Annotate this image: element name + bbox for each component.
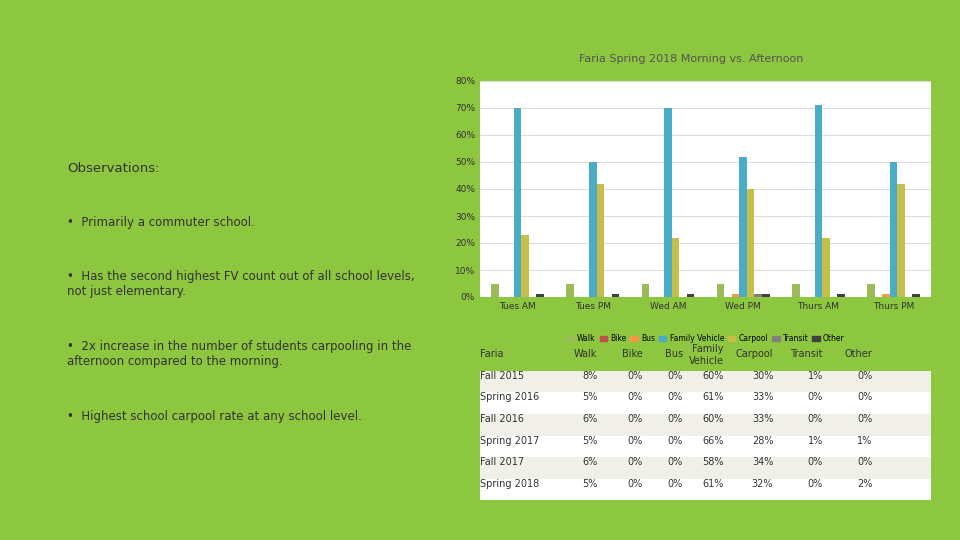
Text: Faria: Faria: [480, 349, 503, 359]
Text: 0%: 0%: [857, 457, 873, 467]
FancyBboxPatch shape: [475, 457, 936, 479]
Bar: [492, 284, 499, 297]
Bar: [739, 157, 747, 297]
Text: Fall 2016: Fall 2016: [480, 414, 524, 424]
Text: 0%: 0%: [668, 392, 683, 402]
Text: 34%: 34%: [752, 457, 774, 467]
Text: 32%: 32%: [752, 479, 774, 489]
Text: •  Has the second highest FV count out of all school levels,
not just elementary: • Has the second highest FV count out of…: [67, 270, 415, 298]
FancyBboxPatch shape: [475, 392, 936, 414]
Text: 0%: 0%: [668, 457, 683, 467]
Text: 33%: 33%: [752, 392, 774, 402]
Bar: [537, 294, 544, 297]
FancyBboxPatch shape: [475, 479, 936, 501]
Text: 0%: 0%: [627, 479, 642, 489]
Bar: [822, 238, 829, 297]
Bar: [732, 294, 739, 297]
Text: •  Primarily a commuter school.: • Primarily a commuter school.: [67, 216, 255, 229]
Bar: [747, 189, 755, 297]
Text: 6%: 6%: [582, 414, 597, 424]
Bar: [882, 294, 890, 297]
Text: 0%: 0%: [627, 414, 642, 424]
Bar: [837, 294, 845, 297]
Bar: [521, 235, 529, 297]
Text: 0%: 0%: [807, 479, 823, 489]
Text: Family: Family: [692, 344, 724, 354]
Text: •  Highest school carpool rate at any school level.: • Highest school carpool rate at any sch…: [67, 410, 362, 423]
Text: Fall 2017: Fall 2017: [480, 457, 524, 467]
Text: Fall 2015: Fall 2015: [480, 370, 524, 381]
Bar: [664, 108, 672, 297]
Text: 1%: 1%: [807, 436, 823, 446]
Bar: [717, 284, 725, 297]
Bar: [672, 238, 680, 297]
Text: 0%: 0%: [627, 436, 642, 446]
Bar: [762, 294, 770, 297]
Bar: [596, 184, 604, 297]
Text: 0%: 0%: [668, 414, 683, 424]
Text: Bike: Bike: [622, 349, 642, 359]
Bar: [641, 284, 649, 297]
Text: 1%: 1%: [807, 370, 823, 381]
Text: 0%: 0%: [857, 370, 873, 381]
Bar: [912, 294, 920, 297]
Text: 28%: 28%: [752, 436, 774, 446]
Text: 61%: 61%: [703, 392, 724, 402]
Text: Faria Elementary: Faria Elementary: [67, 49, 385, 83]
Text: 0%: 0%: [627, 370, 642, 381]
Text: 60%: 60%: [703, 414, 724, 424]
Bar: [792, 284, 800, 297]
Text: 61%: 61%: [703, 479, 724, 489]
Text: 2%: 2%: [857, 479, 873, 489]
Text: 0%: 0%: [668, 479, 683, 489]
Text: 66%: 66%: [703, 436, 724, 446]
Text: 58%: 58%: [702, 457, 724, 467]
Bar: [898, 184, 905, 297]
Text: 0%: 0%: [807, 457, 823, 467]
Text: 5%: 5%: [582, 479, 597, 489]
Bar: [755, 294, 762, 297]
Text: Observations:: Observations:: [67, 162, 159, 175]
Text: 6%: 6%: [582, 457, 597, 467]
Text: 0%: 0%: [668, 436, 683, 446]
Text: 33%: 33%: [752, 414, 774, 424]
Text: Bus: Bus: [665, 349, 683, 359]
Text: 0%: 0%: [807, 392, 823, 402]
Text: 0%: 0%: [857, 392, 873, 402]
Text: 0%: 0%: [668, 370, 683, 381]
Text: 0%: 0%: [627, 392, 642, 402]
FancyBboxPatch shape: [475, 436, 936, 457]
Bar: [566, 284, 574, 297]
Text: Carpool: Carpool: [735, 349, 774, 359]
Text: 5%: 5%: [582, 436, 597, 446]
Bar: [514, 108, 521, 297]
Text: Other: Other: [845, 349, 873, 359]
Text: 1%: 1%: [857, 436, 873, 446]
Text: Walk: Walk: [574, 349, 597, 359]
Text: Vehicle: Vehicle: [688, 356, 724, 366]
Bar: [686, 294, 694, 297]
Bar: [890, 162, 898, 297]
Text: Spring 2016: Spring 2016: [480, 392, 540, 402]
Text: 60%: 60%: [703, 370, 724, 381]
Text: Transit: Transit: [790, 349, 823, 359]
Text: Spring 2017: Spring 2017: [480, 436, 540, 446]
Text: Spring 2018: Spring 2018: [480, 479, 540, 489]
Text: 8%: 8%: [582, 370, 597, 381]
Bar: [612, 294, 619, 297]
Text: 5%: 5%: [582, 392, 597, 402]
Legend: Walk, Bike, Bus, Family Vehicle, Carpool, Transit, Other: Walk, Bike, Bus, Family Vehicle, Carpool…: [564, 331, 848, 346]
Text: 0%: 0%: [627, 457, 642, 467]
Text: Faria Spring 2018 Morning vs. Afternoon: Faria Spring 2018 Morning vs. Afternoon: [579, 54, 804, 64]
Bar: [815, 105, 822, 297]
Text: 30%: 30%: [752, 370, 774, 381]
Bar: [589, 162, 596, 297]
FancyBboxPatch shape: [475, 370, 936, 392]
Text: 0%: 0%: [857, 414, 873, 424]
Text: •  2x increase in the number of students carpooling in the
afternoon compared to: • 2x increase in the number of students …: [67, 340, 412, 368]
Text: 0%: 0%: [807, 414, 823, 424]
Bar: [867, 284, 875, 297]
FancyBboxPatch shape: [475, 414, 936, 436]
